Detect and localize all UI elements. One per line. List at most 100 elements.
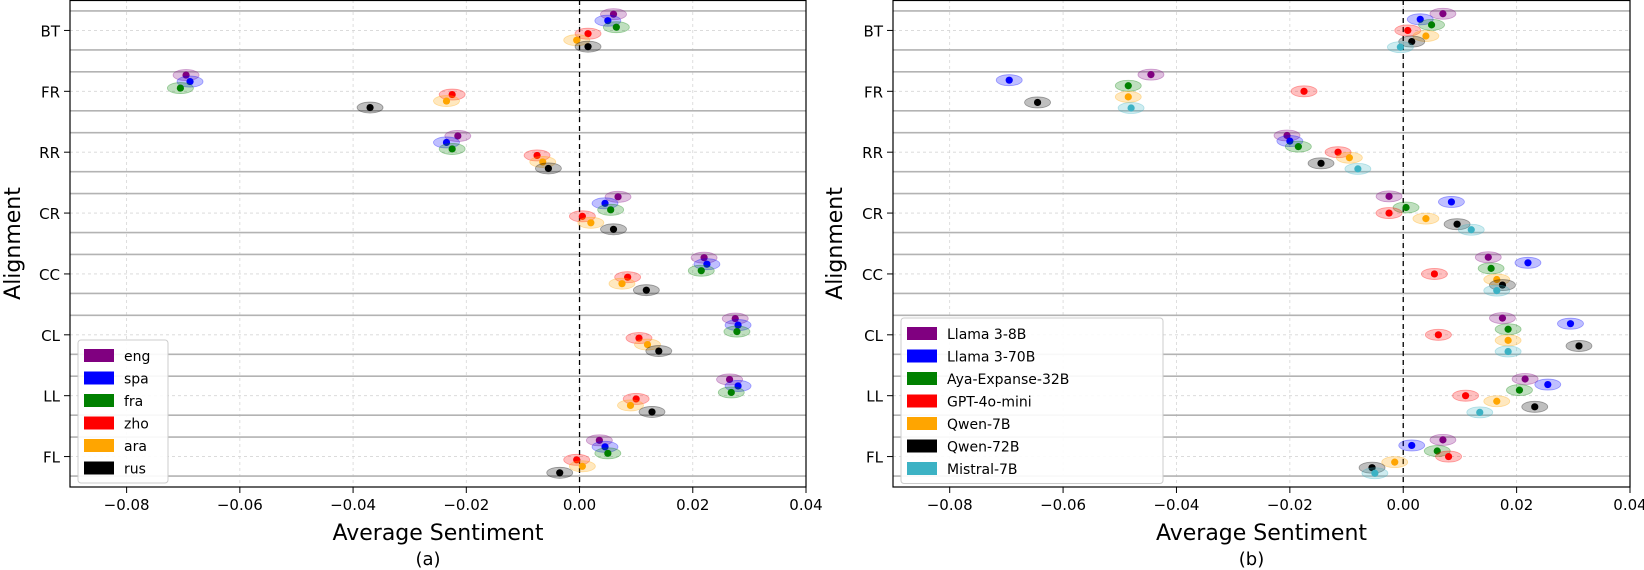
legend-label: GPT-4o-mini xyxy=(947,395,1032,411)
data-point xyxy=(448,90,456,99)
data-point xyxy=(700,254,708,262)
data-point xyxy=(1385,192,1393,200)
data-point xyxy=(578,462,586,470)
legend-swatch xyxy=(84,439,114,452)
data-point xyxy=(1385,209,1393,217)
legend-label: eng xyxy=(124,349,150,365)
data-point xyxy=(1467,226,1475,234)
data-point xyxy=(618,280,626,288)
plot-frame xyxy=(892,0,1631,488)
plot-frame xyxy=(69,0,807,488)
data-point xyxy=(1484,253,1492,261)
legend-label: Mistral-7B xyxy=(947,462,1018,478)
data-point xyxy=(539,158,547,166)
legend-swatch xyxy=(907,372,937,385)
data-point xyxy=(544,164,553,173)
data-point xyxy=(1033,98,1042,107)
x-tick-label: 0.04 xyxy=(789,496,822,514)
legend-swatch xyxy=(907,349,937,363)
x-tick-label: −0.04 xyxy=(330,496,376,514)
data-point xyxy=(1444,452,1453,461)
data-point xyxy=(601,199,609,207)
data-point xyxy=(1544,380,1552,389)
data-point xyxy=(1447,198,1456,206)
data-point xyxy=(1515,386,1524,394)
data-point xyxy=(601,443,609,451)
legend-label: Llama 3-70B xyxy=(947,350,1035,366)
x-tick-label: 0.00 xyxy=(563,496,596,514)
data-point xyxy=(1439,10,1447,18)
x-tick-label: −0.02 xyxy=(443,496,489,514)
data-point xyxy=(1283,131,1291,140)
data-point xyxy=(176,84,184,92)
data-point xyxy=(1434,331,1442,339)
data-point xyxy=(1498,314,1507,322)
data-point xyxy=(584,30,592,38)
legend-label: rus xyxy=(124,462,146,478)
data-point xyxy=(731,314,739,323)
data-point xyxy=(1404,26,1412,35)
data-point xyxy=(626,401,635,410)
panel-label: (a) xyxy=(415,549,440,570)
data-point xyxy=(648,408,656,416)
legend-label: Qwen-7B xyxy=(947,417,1011,433)
data-point xyxy=(1498,281,1507,289)
legend-swatch xyxy=(84,349,114,362)
x-tick-label: −0.06 xyxy=(217,496,263,514)
legend-label: Aya-Expanse-32B xyxy=(947,372,1069,388)
data-point xyxy=(1427,21,1436,29)
y-tick-label: FR xyxy=(864,83,883,101)
legend-swatch xyxy=(84,416,114,430)
y-axis-title: Alignment xyxy=(1,187,26,300)
data-point xyxy=(533,151,541,160)
legend-label: Qwen-72B xyxy=(947,440,1019,456)
data-point xyxy=(1345,154,1353,162)
x-tick-label: −0.04 xyxy=(1153,496,1199,514)
data-point xyxy=(1124,82,1132,90)
data-point xyxy=(1504,347,1512,356)
data-point xyxy=(1453,220,1461,228)
data-point xyxy=(573,36,581,44)
x-tick-label: 0.04 xyxy=(1613,496,1644,514)
data-point xyxy=(448,145,456,153)
legend-swatch xyxy=(84,394,114,407)
y-tick-label: LL xyxy=(866,388,883,406)
data-point xyxy=(1575,342,1583,350)
data-point xyxy=(624,273,632,281)
data-point xyxy=(1396,43,1404,51)
legend-swatch xyxy=(84,371,114,385)
data-point xyxy=(1368,464,1376,472)
data-point xyxy=(1371,469,1379,477)
legend-swatch xyxy=(907,462,937,475)
panel-b: BT FR RR CR CC CL LL FL −0.08 −0.06 −0.04 −0.02 0.00… xyxy=(823,0,1644,570)
data-point xyxy=(1391,458,1399,466)
data-point xyxy=(1433,447,1441,455)
data-point xyxy=(725,375,734,384)
data-point xyxy=(642,286,650,294)
data-point xyxy=(1354,165,1362,173)
panel-a: BT FR RR CR CC CL LL FL −0.08 −0.06 −0.04 −0.02 0.00… xyxy=(1,0,823,570)
x-tick-label: −0.08 xyxy=(104,496,150,514)
panel-label: (b) xyxy=(1239,549,1264,570)
legend-label: Llama 3-8B xyxy=(947,327,1026,343)
y-tick-label: CL xyxy=(864,327,883,345)
data-point xyxy=(1493,287,1501,295)
data-point xyxy=(609,10,618,18)
data-point xyxy=(1461,392,1470,400)
data-point xyxy=(1286,137,1294,145)
data-point xyxy=(604,449,612,457)
data-point xyxy=(604,17,612,25)
data-point xyxy=(1402,203,1410,212)
data-point xyxy=(1521,375,1529,383)
legend-swatch xyxy=(907,394,937,408)
legend-swatch xyxy=(84,461,114,475)
data-point xyxy=(1524,259,1532,267)
data-point xyxy=(1317,159,1325,167)
y-tick-label: LL xyxy=(43,388,60,406)
data-point xyxy=(643,340,652,349)
x-axis-title: Average Sentiment xyxy=(1156,521,1367,546)
data-point xyxy=(182,71,190,79)
data-point xyxy=(655,347,663,355)
data-point xyxy=(587,219,595,227)
